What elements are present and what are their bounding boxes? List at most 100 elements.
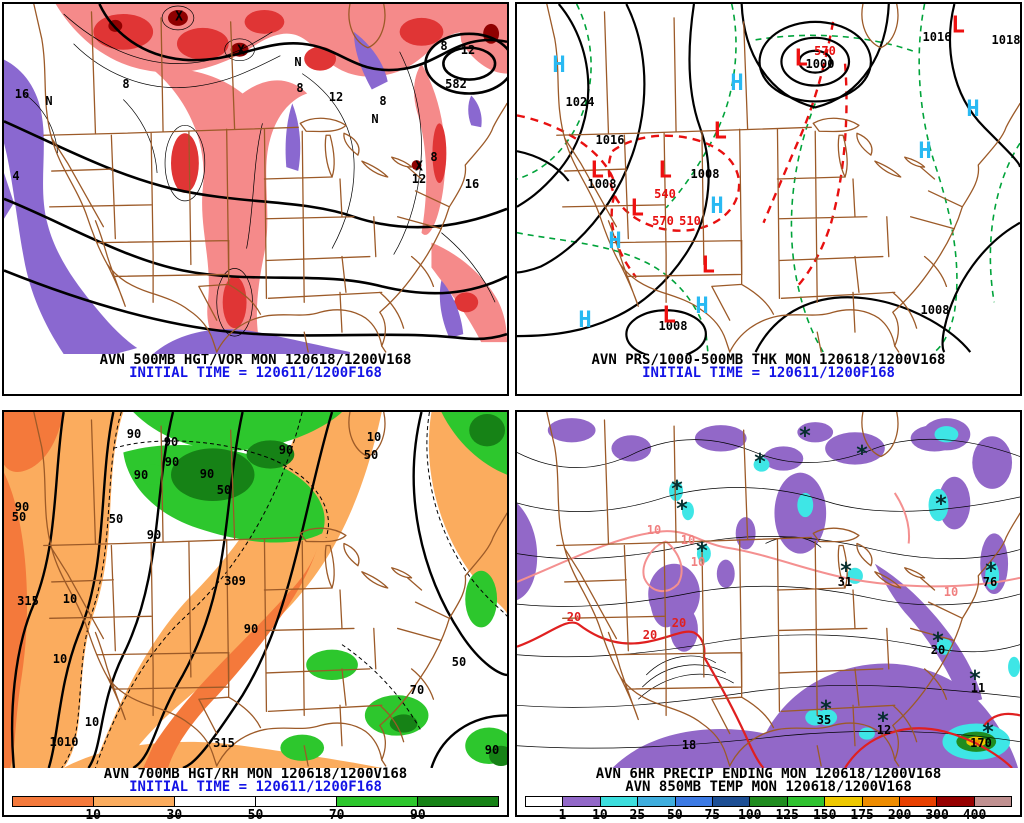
contour-label: 90 <box>199 467 215 481</box>
map-prs-thickness: 1024 1016 1008 1008 1000 1016 1018 1008 1008 540 5… <box>517 4 1020 354</box>
contour-label: 570 <box>652 214 674 228</box>
contour-label: 1016 <box>595 133 625 147</box>
precip-max-marker: * <box>819 697 833 722</box>
precip-max-core <box>956 731 997 752</box>
colorbar-tick: 1 <box>558 808 567 823</box>
panel-prs-thickness: 1024 1016 1008 1008 1000 1016 1018 1008 1008 540 5… <box>515 2 1022 396</box>
colorbar-tick: 90 <box>410 808 426 823</box>
colorbar-segment <box>174 797 255 806</box>
low-marker: L <box>630 195 644 222</box>
contour-label: 170 <box>970 736 992 750</box>
high-marker: H <box>695 294 709 319</box>
panel-captions: AVN 500MB HGT/VOR MON 120618/1200V168 IN… <box>4 352 507 380</box>
temp-contours-salmon <box>517 492 1020 593</box>
colorbar-segment <box>336 797 417 806</box>
contour-label: 540 <box>654 187 676 201</box>
contour-label: 12 <box>411 172 427 186</box>
colorbar-segment <box>824 797 862 806</box>
colorbar-tick-labels: 10 30 50 70 90 <box>12 807 499 823</box>
contour-label: 1000 <box>805 57 835 71</box>
contour-label: 90 <box>146 528 162 542</box>
contour-label: 50 <box>216 483 232 497</box>
high-marker: H <box>966 97 980 122</box>
map-art-precip <box>517 412 1020 768</box>
rh-colorbar: 10 30 50 70 90 <box>12 796 499 823</box>
contour-label: 8 <box>296 81 304 95</box>
high-marker: H <box>918 139 932 164</box>
vorticity-max-marker: X <box>415 159 423 175</box>
contour-label: 10 <box>690 555 706 569</box>
colorbar-tick-labels: 1 10 25 50 75 100 125 150 175 200 300 400 <box>525 807 1012 823</box>
panel-captions: AVN PRS/1000-500MB THK MON 120618/1200V1… <box>517 352 1020 381</box>
colorbar-tick: 50 <box>667 808 683 823</box>
panel-500mb-hgt-vor: 16 N 4 8 N 8 12 8 N 582 8 12 8 12 16 X X X AVN 500MB HGT/… <box>2 2 509 396</box>
contour-label: 8 <box>440 39 448 53</box>
rh-contours <box>61 412 507 768</box>
colorbar-tick: 10 <box>85 808 101 823</box>
colorbar-tick: 10 <box>592 808 608 823</box>
low-marker: L <box>701 252 715 279</box>
contour-label: 90 <box>278 443 294 457</box>
contour-label: 12 <box>876 723 892 737</box>
contour-label: 20 <box>642 628 658 642</box>
geography-borders <box>546 4 1020 353</box>
colorbar-tick: 30 <box>166 808 183 823</box>
contour-label: 50 <box>451 655 467 669</box>
contour-label: 10 <box>62 592 78 606</box>
precip-max-marker: * <box>934 492 948 517</box>
contour-label: 35 <box>816 713 832 727</box>
precip-max-marker: * <box>695 539 709 564</box>
low-marker: L <box>713 118 727 145</box>
map-700mb-hgt-rh: 90 90 90 90 90 90 50 50 90 50 90 10 50 309 315 10 10 90 10… <box>4 412 507 768</box>
contour-label: 16 <box>14 87 30 101</box>
contour-label: 1008 <box>658 319 688 333</box>
contour-label: 8 <box>379 94 387 108</box>
panel-title: AVN 6HR PRECIP ENDING MON 120618/1200V16… <box>595 766 942 782</box>
contour-label: 10 <box>646 523 662 537</box>
contour-label: 315 <box>17 594 39 608</box>
colorbar-tick: 150 <box>812 808 837 823</box>
contour-label: 11 <box>970 681 986 695</box>
map-500mb-hgt-vor: 16 N 4 8 N 8 12 8 N 582 8 12 8 12 16 X X X <box>4 4 507 354</box>
contour-label: 76 <box>982 575 998 589</box>
high-marker: H <box>608 229 622 254</box>
contour-label: 90 <box>133 468 149 482</box>
isobars <box>517 4 1020 354</box>
panel-title: AVN PRS/1000-500MB THK MON 120618/1200V1… <box>591 352 946 368</box>
colorbar-segment <box>562 797 600 806</box>
contour-label: 12 <box>460 43 476 57</box>
colorbar-segment <box>599 797 638 806</box>
precip-max-marker: * <box>798 424 812 449</box>
map-art-pressure <box>517 4 1020 354</box>
map-precip-850temp: 20 20 20 10 10 10 10 31 76 20 11 35 12 170 18 * * * * * * * * *… <box>517 412 1020 768</box>
vorticity-max-marker: X <box>175 9 183 25</box>
contour-label: 20 <box>566 610 582 624</box>
initial-time-line: INITIAL TIME = 120611/1200F168 <box>642 365 895 381</box>
contour-label: 18 <box>681 738 697 752</box>
contour-label: 10 <box>52 652 68 666</box>
contour-label: 582 <box>445 77 467 91</box>
low-marker: L <box>794 45 808 72</box>
low-marker: L <box>951 12 965 39</box>
thickness-contours-green <box>517 4 1020 353</box>
colorbar-swatches <box>525 796 1012 807</box>
colorbar-segment <box>711 797 750 806</box>
colorbar-segment <box>255 797 336 806</box>
colorbar-tick: 75 <box>704 808 721 823</box>
map-art-humidity <box>4 412 507 768</box>
contour-label: 10 <box>680 533 696 547</box>
low-marker: L <box>590 157 604 184</box>
colorbar-tick: 25 <box>629 808 646 823</box>
contour-label: 50 <box>11 510 27 524</box>
colorbar-tick: 400 <box>962 808 987 823</box>
contour-label: 1010 <box>49 735 79 749</box>
contour-label: 20 <box>671 616 687 630</box>
colorbar-tick: 125 <box>775 808 799 823</box>
contour-label: 10 <box>366 430 382 444</box>
contour-label: 1008 <box>587 177 617 191</box>
colorbar-tick: 70 <box>328 808 345 823</box>
contour-label: 70 <box>409 683 425 697</box>
panel-captions: AVN 700MB HGT/RH MON 120618/1200V168 INI… <box>4 767 507 794</box>
panel-title: AVN 500MB HGT/VOR MON 120618/1200V168 <box>99 352 412 368</box>
